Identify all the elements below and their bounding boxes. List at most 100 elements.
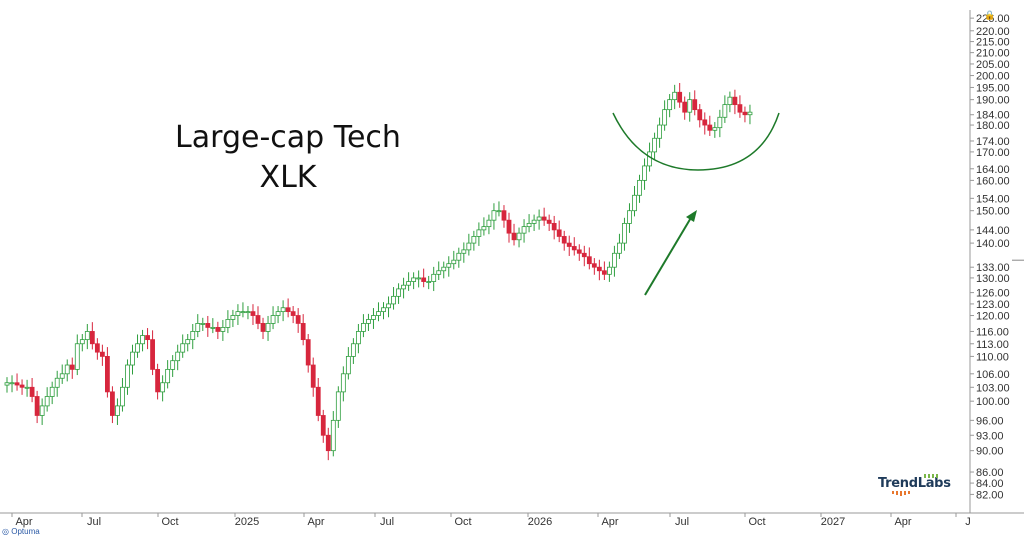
candle-body <box>561 236 567 244</box>
price-tick-label: 140.00 <box>976 238 1010 250</box>
candle-body <box>376 311 381 316</box>
candle-body <box>571 246 577 251</box>
candle-body <box>175 351 181 362</box>
time-tick-label: Oct <box>454 516 471 528</box>
candle-body <box>19 384 25 388</box>
candle-body <box>707 124 713 131</box>
rounded-bottom-arc <box>612 112 780 171</box>
candle-body <box>697 109 703 121</box>
candle-body <box>225 319 231 328</box>
candle-body <box>451 259 457 265</box>
candle-body <box>4 382 10 386</box>
price-tick-label: 126.00 <box>976 288 1010 300</box>
candle-body <box>481 226 487 231</box>
lock-icon[interactable]: 🔒 <box>984 10 996 20</box>
candle-body <box>135 343 140 353</box>
time-axis: Apr Jul Oct 2025 Apr Jul Oct 2026 Apr Jul Oct 2027 A… <box>11 513 971 528</box>
candle-body <box>24 386 30 389</box>
candle-body <box>170 360 176 370</box>
candle-body <box>622 222 627 244</box>
candle-body <box>401 284 406 290</box>
time-tick-label: Apr <box>15 516 32 528</box>
candle-body <box>285 307 291 313</box>
candle-body <box>185 339 191 345</box>
candle-body <box>702 119 708 126</box>
time-tick-label: Oct <box>161 516 178 528</box>
candle-body <box>466 242 472 251</box>
candle-body <box>366 319 371 324</box>
candle-body <box>541 216 547 221</box>
candle-body <box>14 382 20 386</box>
candle-body <box>355 331 361 345</box>
candle-body <box>712 127 718 131</box>
candle-body <box>566 242 572 247</box>
candle-body <box>371 315 376 320</box>
uptrend-arrow <box>644 210 697 296</box>
candle-body <box>591 263 597 268</box>
credit-text: Optuma <box>11 527 40 536</box>
candle-body <box>265 323 271 332</box>
price-tick-label: 160.00 <box>976 175 1010 187</box>
candle-body <box>84 331 90 341</box>
candle-body <box>581 252 587 258</box>
price-tick-label: 174.00 <box>976 136 1010 148</box>
price-tick-label: 96.00 <box>976 415 1004 427</box>
candle-body <box>381 307 386 313</box>
time-tick-label: 2026 <box>528 516 552 528</box>
candle-body <box>290 311 296 316</box>
annotation-line-1: Large-cap Tech <box>175 120 401 155</box>
candle-body <box>275 311 281 316</box>
optuma-icon: ◎ <box>2 527 9 536</box>
candle-body <box>59 373 65 379</box>
candle-body <box>330 419 336 452</box>
candle-body <box>491 210 497 221</box>
candle-body <box>150 339 155 370</box>
candle-body <box>310 364 316 388</box>
candle-body <box>516 232 522 241</box>
candle-body <box>205 323 211 328</box>
candle-body <box>471 236 477 244</box>
candle-body <box>391 295 396 305</box>
candle-body <box>325 434 331 452</box>
time-tick-label: Jul <box>380 516 394 528</box>
price-tick-label: 93.00 <box>976 430 1004 442</box>
candle-body <box>69 364 75 370</box>
price-tick-label: 113.00 <box>976 339 1009 351</box>
candle-body <box>657 124 662 139</box>
candle-body <box>280 307 286 313</box>
candle-body <box>250 311 256 316</box>
candle-body <box>396 288 401 297</box>
brand-name: TrendLabs <box>878 476 951 491</box>
candle-body <box>110 391 115 416</box>
candle-body <box>315 386 321 416</box>
candle-body <box>305 339 311 366</box>
candle-body <box>617 242 622 254</box>
candle-body <box>79 339 85 345</box>
candle-body <box>125 364 130 388</box>
candle-body <box>717 116 723 129</box>
time-tick-label: Oct <box>748 516 765 528</box>
candle-body <box>350 343 356 357</box>
price-tick-label: 100.00 <box>976 396 1010 408</box>
candle-body <box>345 355 351 375</box>
price-tick-label: 86.00 <box>976 467 1004 479</box>
candle-body <box>632 194 637 212</box>
candle-body <box>511 232 517 241</box>
price-tick-label: 170.00 <box>976 147 1010 159</box>
price-tick-label: 103.00 <box>976 382 1010 394</box>
candle-body <box>120 386 125 407</box>
candle-body <box>637 179 642 196</box>
candle-body <box>230 315 236 320</box>
price-tick-label: 106.00 <box>976 369 1010 381</box>
price-tick-label: 164.00 <box>976 164 1010 176</box>
candle-body <box>44 396 50 407</box>
candle-body <box>441 266 447 272</box>
candle-body <box>300 323 306 341</box>
candle-body <box>39 405 45 416</box>
time-tick-label: Apr <box>894 516 911 528</box>
candle-body <box>240 311 246 314</box>
candle-body <box>29 386 35 397</box>
candle-body <box>486 219 492 228</box>
price-tick-label: 180.00 <box>976 120 1010 132</box>
